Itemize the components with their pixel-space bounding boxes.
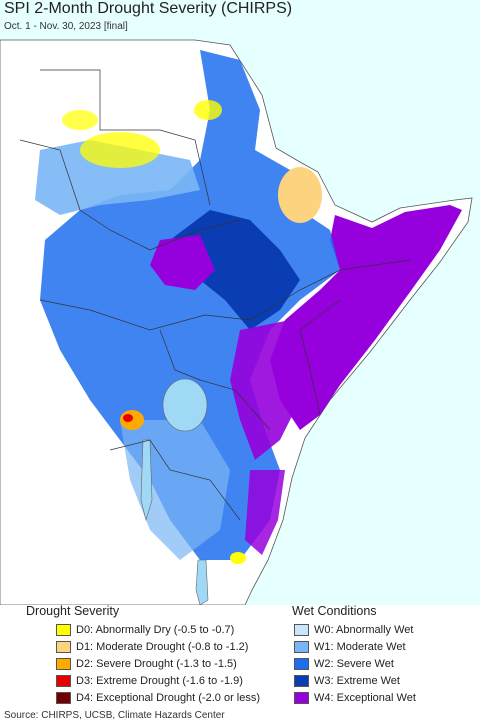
swatch-d4 [56,692,71,704]
tanzania-coast-wet [245,470,285,555]
country-borders [19,69,411,521]
drought-legend-title: Drought Severity [26,604,120,618]
legend-item-d4: D4: Exceptional Drought (-2.0 or less) [56,690,260,706]
legend-label-d4: D4: Exceptional Drought (-2.0 or less) [76,692,261,704]
legend-item-w2: W2: Severe Wet [294,656,394,672]
kenya-exceptional-wet [230,320,320,460]
central-extreme-wet [170,210,300,330]
sudan-abnormally-dry [80,132,160,168]
legend-label-w1: W1: Moderate Wet [314,641,406,653]
legend-item-w0: W0: Abnormally Wet [294,622,413,638]
tanzania-dry-patch [230,552,246,564]
legend-label-w2: W2: Severe Wet [314,658,394,670]
swatch-w3 [294,675,309,687]
swatch-w4 [294,692,309,704]
drought-map [0,0,480,605]
legend-item-w4: W4: Exceptional Wet [294,690,416,706]
ethiopia-moderate-drought [278,167,322,223]
legend-item-w3: W3: Extreme Wet [294,673,400,689]
swatch-d2 [56,658,71,670]
map-canvas [0,0,480,605]
map-title: SPI 2-Month Drought Severity (CHIRPS) [4,0,293,17]
south-sudan-exceptional-wet [150,235,215,290]
swatch-w1 [294,641,309,653]
sudan-moderate-wet [35,140,200,215]
swatch-d1 [56,641,71,653]
swatch-w0 [294,624,309,636]
legend-item-d3: D3: Extreme Drought (-1.6 to -1.9) [56,673,243,689]
legend-label-d1: D1: Moderate Drought (-0.8 to -1.2) [76,641,249,653]
lake-malawi [195,559,209,605]
swatch-d3 [56,675,71,687]
legend-item-d1: D1: Moderate Drought (-0.8 to -1.2) [56,639,248,655]
source-credit: Source: CHIRPS, UCSB, Climate Hazards Ce… [4,710,225,721]
sudan-dry-patch-2 [62,110,98,130]
wet-legend-title: Wet Conditions [292,604,377,618]
swatch-d0 [56,624,71,636]
sudan-dry-patch-3 [194,100,222,120]
legend-item-w1: W1: Moderate Wet [294,639,406,655]
lake-victoria [162,378,208,432]
legend-label-d3: D3: Extreme Drought (-1.6 to -1.9) [76,675,243,687]
legend-item-d2: D2: Severe Drought (-1.3 to -1.5) [56,656,237,672]
legend-item-d0: D0: Abnormally Dry (-0.5 to -0.7) [56,622,234,638]
swatch-w2 [294,658,309,670]
legend-label-w0: W0: Abnormally Wet [314,624,414,636]
horn-exceptional-wet [270,205,462,430]
legend-label-d2: D2: Severe Drought (-1.3 to -1.5) [76,658,237,670]
map-subtitle: Oct. 1 - Nov. 30, 2023 [final] [4,21,128,32]
rwanda-extreme-drought [123,414,133,422]
legend-label-w4: W4: Exceptional Wet [314,692,416,704]
legend-label-d0: D0: Abnormally Dry (-0.5 to -0.7) [76,624,235,636]
legend-label-w3: W3: Extreme Wet [314,675,400,687]
